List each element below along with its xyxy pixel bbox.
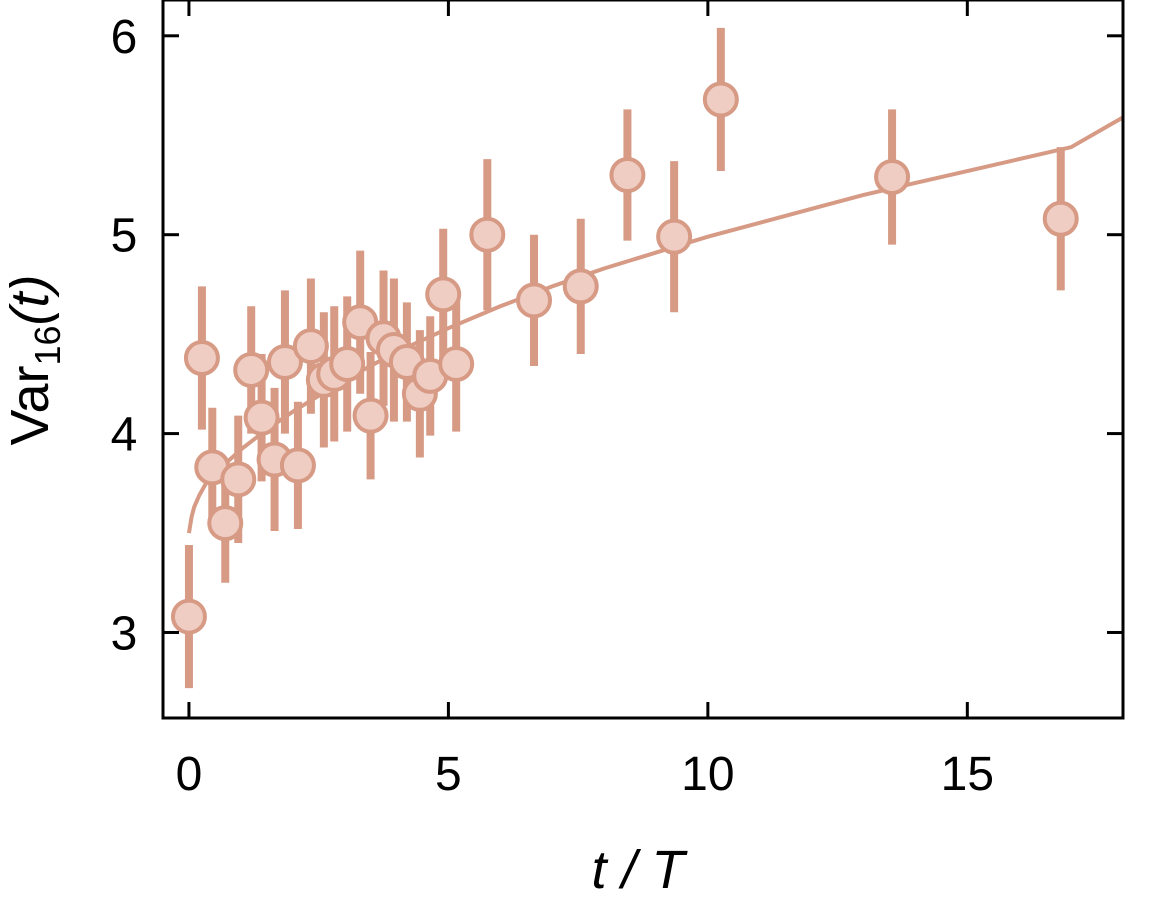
y-tick-label: 5 [111, 210, 138, 263]
x-tick-label: 10 [681, 748, 734, 801]
data-point [702, 81, 739, 118]
y-tick-label: 6 [111, 11, 138, 64]
data-point [243, 399, 280, 436]
x-tick-label: 5 [435, 748, 462, 801]
axes-layer [161, 0, 1125, 720]
data-point [266, 343, 303, 380]
data-point [329, 345, 366, 382]
data-point [183, 340, 220, 377]
data-point [352, 397, 389, 434]
data-point [438, 345, 475, 382]
data-point [469, 216, 506, 253]
data-point [207, 505, 244, 542]
y-ticks: 3 4 5 6 [111, 11, 1123, 660]
data-point [516, 282, 553, 319]
x-axis-label-text: t / T [592, 840, 689, 900]
data-point [170, 598, 207, 635]
data-point [425, 276, 462, 313]
plot-frame [161, 0, 1125, 720]
x-tick-label: 0 [176, 748, 203, 801]
y-axis-label-main: Var [0, 365, 60, 445]
x-axis-label: t / T [592, 840, 689, 900]
data-point [609, 157, 646, 194]
plot-layer [170, 27, 1124, 689]
data-point [233, 351, 270, 388]
y-axis-label-subscript: 16 [27, 325, 68, 365]
y-tick-label: 3 [111, 607, 138, 660]
data-point [220, 461, 257, 498]
data-point [656, 218, 693, 255]
data-point [292, 328, 329, 365]
data-point [874, 159, 911, 196]
x-tick-label: 15 [941, 748, 994, 801]
data-point [1042, 200, 1079, 237]
data-point [562, 268, 599, 305]
y-axis-label-suffix: (t) [0, 274, 60, 325]
y-tick-label: 4 [111, 409, 138, 462]
x-ticks: 0 5 10 15 [176, 0, 994, 801]
data-point [279, 447, 316, 484]
fit-curve [186, 115, 1124, 534]
y-axis-label: Var16(t) [0, 274, 68, 445]
